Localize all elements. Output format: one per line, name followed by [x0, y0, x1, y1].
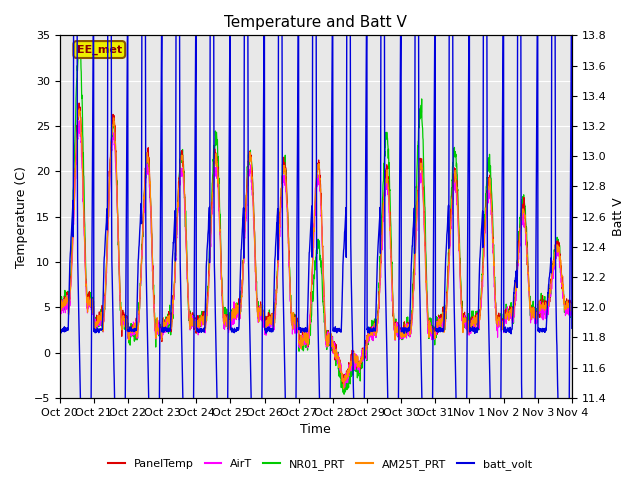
X-axis label: Time: Time: [300, 423, 331, 436]
Legend: PanelTemp, AirT, NR01_PRT, AM25T_PRT, batt_volt: PanelTemp, AirT, NR01_PRT, AM25T_PRT, ba…: [104, 455, 536, 474]
Title: Temperature and Batt V: Temperature and Batt V: [224, 15, 407, 30]
Y-axis label: Batt V: Batt V: [612, 197, 625, 236]
Text: EE_met: EE_met: [77, 44, 122, 55]
Y-axis label: Temperature (C): Temperature (C): [15, 166, 28, 267]
